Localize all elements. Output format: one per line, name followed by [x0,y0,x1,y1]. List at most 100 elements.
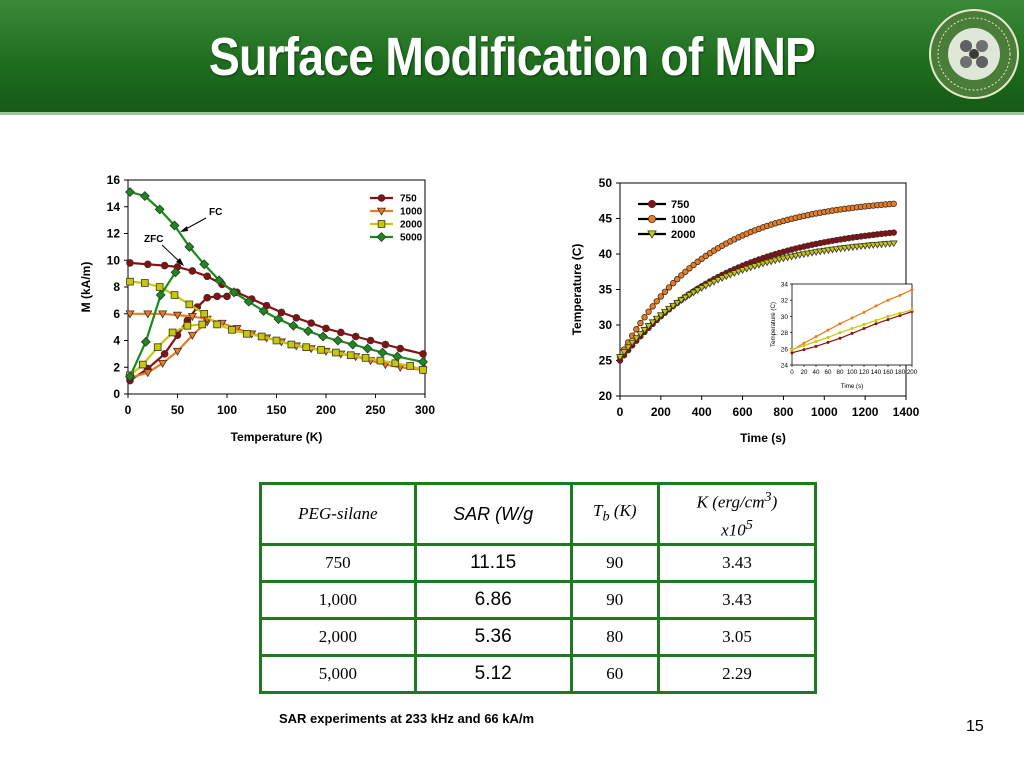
data-point-2000 [628,339,637,347]
inset-data-point-1000 [850,316,854,320]
y-tick-label: 14 [107,200,121,214]
data-point-2000 [709,278,718,286]
legend-marker-2000 [377,220,386,228]
y-tick-label: 40 [599,247,613,261]
data-point-5000 [392,351,403,362]
data-point-2000 [754,261,763,269]
inset-chart: 24 26 28 30 32 34 0 20 40 60 80 100 120 140 160 180 200 T… [770,282,918,391]
data-point-2000 [155,283,164,291]
inset-data-point-750 [838,336,842,340]
inset-y-tick-label: 34 [781,282,789,289]
university-seal-icon [929,9,1019,99]
data-point-2000 [648,319,657,327]
data-point-750 [307,319,315,327]
data-point-1000 [172,347,183,356]
legend-marker-2000 [647,230,657,239]
data-point-2000 [750,263,759,270]
magnetization-chart: 0 2 4 6 8 10 12 14 16 0 50 100 150 200 250 300 Temperatu… [79,173,435,444]
data-point-2000 [139,360,147,369]
data-point-5000 [273,314,284,325]
inset-data-point-2000 [790,348,794,352]
data-point-5000 [154,204,165,215]
col-header-sar: SAR (W/g [413,482,573,546]
data-point-5000 [288,320,299,331]
title-bar [0,0,1024,112]
data-point-2000 [406,362,414,370]
data-point-1000 [158,359,168,368]
data-point-5000 [155,290,166,300]
col-header-tb: Tb (K) [569,482,660,546]
footnote: SAR experiments at 233 kHz and 66 kA/m [279,711,535,726]
cell-peg: 750 [259,543,417,583]
inset-data-point-1000 [898,293,902,297]
data-point-1000 [143,369,153,378]
inset-data-point-2000 [910,308,914,312]
cell-sar: 11.15 [413,543,573,583]
data-point-1000 [653,298,660,305]
cell-sar: 6.86 [413,580,573,620]
data-point-750 [419,350,427,358]
table-row: 2,000 5.36 80 3.05 [259,617,818,657]
data-point-2000 [746,264,755,272]
y-tick-label: 6 [113,307,120,321]
data-point-2000 [673,300,682,307]
data-point-1000 [125,310,135,319]
inset-data-point-1000 [874,304,878,308]
y-tick-label: 0 [113,387,120,401]
data-point-5000 [418,356,428,367]
legend-marker-1000 [376,207,387,216]
inset-data-point-2000 [814,340,818,344]
data-point-750 [160,350,169,358]
data-point-2000 [302,343,311,351]
legend-marker-750 [648,199,657,208]
slide-title: Surface Modification of MNP [208,27,816,87]
inset-frame [791,283,913,366]
data-point-2000 [677,297,686,305]
inset-x-tick-label: 160 [883,369,894,376]
data-point-1000 [641,314,648,321]
x-tick-label: 200 [316,403,336,417]
data-point-2000 [681,294,690,302]
cell-peg: 5,000 [259,654,417,694]
data-point-1000 [649,303,656,310]
data-point-5000 [258,306,269,317]
inset-x-tick-label: 60 [825,369,832,376]
data-point-2000 [168,328,177,337]
y-tick-label: 4 [113,334,120,348]
data-point-2000 [742,265,751,273]
data-point-5000 [169,220,180,231]
x-tick-label: 100 [217,403,237,417]
inset-x-tick-label: 0 [790,369,794,376]
data-point-2000 [701,282,710,290]
x-tick-label: 400 [692,405,712,419]
data-point-2000 [200,309,209,318]
data-point-1000 [187,313,197,322]
data-point-5000 [228,287,239,298]
data-point-1000 [657,293,665,300]
y-tick-label: 50 [599,176,613,190]
data-point-2000 [257,332,266,341]
data-point-2000 [775,256,784,264]
legend-marker-750 [377,194,386,202]
data-point-1000 [682,268,689,275]
data-point-2000 [317,346,325,354]
data-point-2000 [213,320,221,329]
annotation-fc: FC [209,207,222,218]
data-point-2000 [183,321,192,330]
inset-data-point-2000 [862,323,866,326]
x-tick-label: 1000 [811,405,838,419]
data-point-2000 [361,354,370,362]
data-point-5000 [125,371,135,382]
x-axis-label: Time (s) [740,431,786,445]
data-point-1000 [158,310,168,319]
data-point-5000 [332,335,343,346]
data-point-2000 [419,366,427,374]
data-point-2000 [714,277,723,284]
data-point-2000 [287,340,296,349]
data-point-5000 [377,347,388,358]
inset-x-tick-label: 20 [801,369,808,376]
data-point-1000 [637,319,644,327]
data-point-750 [223,292,231,301]
cell-tb: 90 [569,543,660,583]
cell-tb: 60 [569,654,660,694]
